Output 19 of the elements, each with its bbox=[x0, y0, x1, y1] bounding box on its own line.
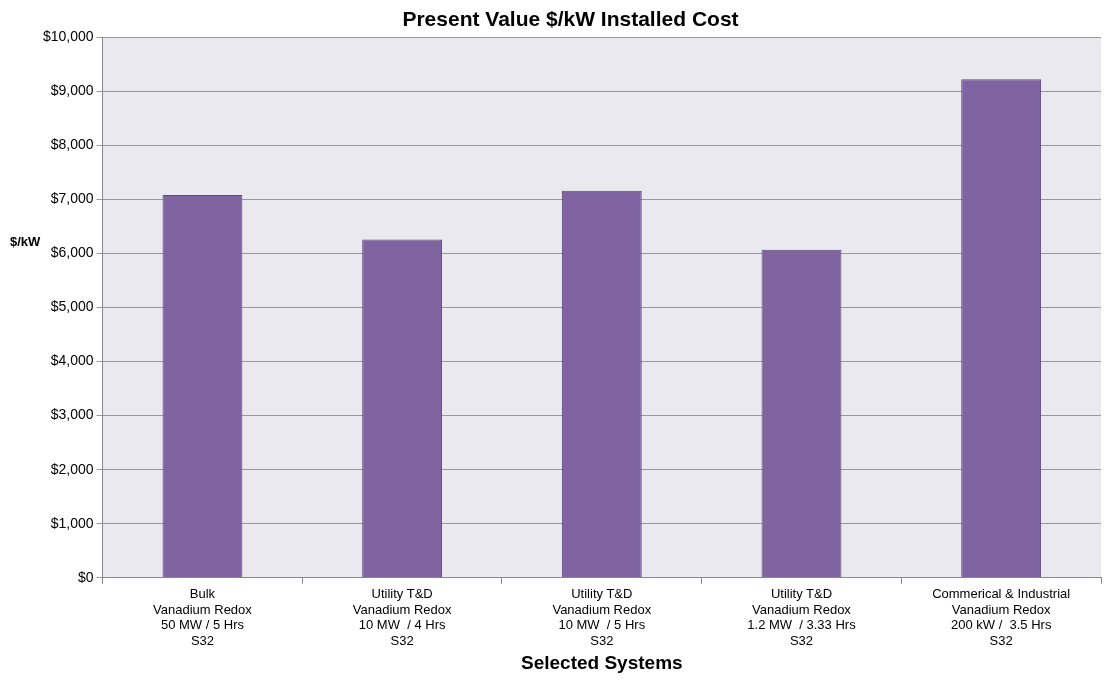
y-tick-label: $9,000 bbox=[50, 82, 94, 99]
x-tick-label: Utility T&D Vanadium Redox 1.2 MW / 3.33 Hrs S32 bbox=[747, 586, 857, 648]
y-tick-label: $3,000 bbox=[50, 406, 94, 423]
x-tick-label: Utility T&D Vanadium Redox 10 MW / 4 Hrs S32 bbox=[352, 586, 452, 648]
x-tick-label: Utility T&D Vanadium Redox 10 MW / 5 Hrs S32 bbox=[552, 586, 652, 648]
chart-title: Present Value $/kW Installed Cost bbox=[402, 7, 739, 31]
x-tick-label: Bulk Vanadium Redox 50 MW / 5 Hrs S32 bbox=[153, 586, 253, 648]
y-tick-label: $5,000 bbox=[50, 298, 94, 315]
y-tick-label: $2,000 bbox=[50, 460, 94, 477]
y-tick-label: $8,000 bbox=[50, 136, 94, 153]
y-tick-label: $4,000 bbox=[50, 352, 94, 369]
x-axis-title: Selected Systems bbox=[521, 651, 683, 673]
y-tick-label: $1,000 bbox=[50, 514, 94, 531]
y-tick-label: $6,000 bbox=[50, 244, 94, 261]
y-tick-label: $0 bbox=[78, 568, 94, 585]
y-tick-label: $7,000 bbox=[50, 190, 94, 207]
x-tick-label: Commerical & Industrial Vanadium Redox 200 kW / 3.5 Hrs S32 bbox=[932, 586, 1071, 648]
y-axis-title: $/kW bbox=[10, 234, 42, 250]
y-tick-label: $10,000 bbox=[43, 28, 94, 45]
